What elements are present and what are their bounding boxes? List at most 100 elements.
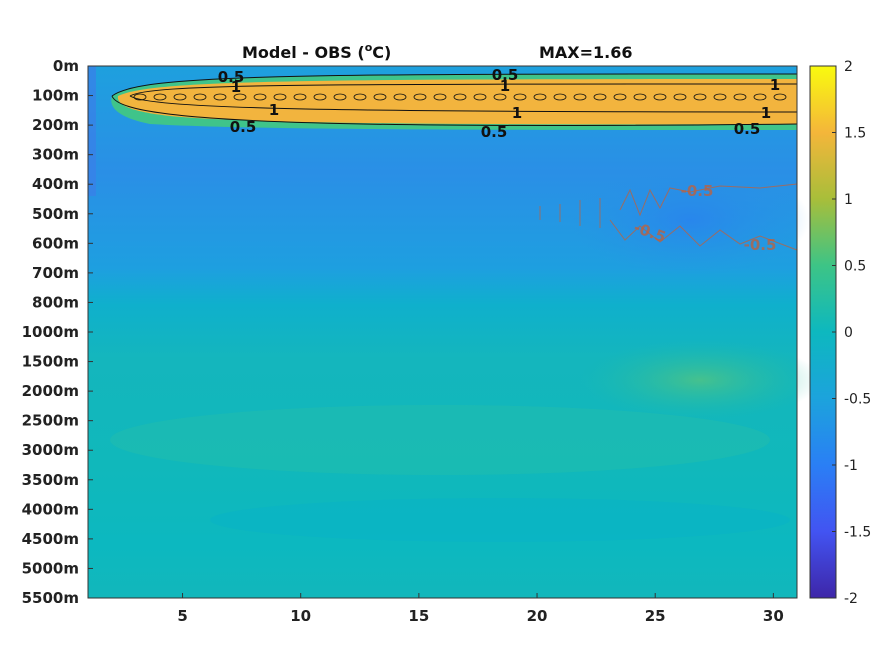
y-tick-label: 800m bbox=[32, 293, 79, 311]
colorbar-tick-label: -0.5 bbox=[844, 392, 871, 408]
colorbar-tick-label: 0.5 bbox=[844, 259, 866, 275]
contour-loop bbox=[613, 93, 627, 101]
contour-loop bbox=[193, 93, 207, 101]
y-tick-label: 400m bbox=[32, 175, 79, 193]
contour-loop bbox=[213, 93, 227, 101]
contour-label: 1 bbox=[269, 101, 279, 119]
y-tick-label: 4500m bbox=[22, 530, 79, 548]
contour-label: 0.5 bbox=[492, 66, 519, 84]
contour-label: 0.5 bbox=[230, 118, 257, 136]
y-tick-label: 1000m bbox=[22, 323, 79, 341]
contour-label: 1 bbox=[512, 104, 522, 122]
title-degree-sup: o bbox=[365, 41, 373, 54]
colorbar-tick-label: -1.5 bbox=[844, 525, 871, 541]
contour-label: 1 bbox=[770, 76, 780, 94]
contour-loop bbox=[153, 93, 167, 101]
warm-anomaly-patch bbox=[580, 340, 820, 420]
x-tick-label: 20 bbox=[527, 607, 548, 625]
contour-label: -0.5 bbox=[744, 236, 777, 254]
contour-loop bbox=[393, 93, 407, 101]
chart-title: Model - OBS (oC) bbox=[242, 41, 391, 62]
contour-1-inner-loops bbox=[133, 93, 787, 101]
contour-loop bbox=[573, 93, 587, 101]
x-tick-label: 10 bbox=[290, 607, 311, 625]
contour-loop bbox=[633, 93, 647, 101]
band-1-fill bbox=[117, 79, 798, 125]
contour-loop bbox=[513, 93, 527, 101]
contour-loop bbox=[133, 93, 147, 101]
contour-loop bbox=[753, 93, 767, 101]
left-edge-cool-patch bbox=[88, 66, 96, 196]
contour-minus-0.5-upper bbox=[619, 183, 798, 217]
contour-loop bbox=[333, 93, 347, 101]
y-tick-label: 1500m bbox=[22, 353, 79, 371]
colorbar-tick-label: 2 bbox=[844, 59, 853, 75]
x-tick-label: 30 bbox=[763, 607, 784, 625]
colorbar-tick-label: 1 bbox=[844, 192, 853, 208]
contour-loop bbox=[273, 93, 287, 101]
contour-loop bbox=[653, 93, 667, 101]
y-tick-label: 100m bbox=[32, 87, 79, 105]
cool-anomaly-patch bbox=[570, 165, 810, 275]
contour-loop bbox=[673, 93, 687, 101]
contour-loop bbox=[733, 93, 747, 101]
contour-label: 1 bbox=[500, 77, 510, 95]
contour-loop bbox=[713, 93, 727, 101]
x-tick-label: 25 bbox=[645, 607, 666, 625]
y-tick-label: 200m bbox=[32, 116, 79, 134]
contour-label: 0.5 bbox=[218, 68, 245, 86]
plot-area: 0.5 0.5 0.5 0.5 0.5 1 1 1 1 1 1 -0.5 -0.… bbox=[87, 65, 820, 599]
contour-label: 1 bbox=[231, 78, 241, 96]
contour-loop bbox=[313, 93, 327, 101]
contour-loop bbox=[293, 93, 307, 101]
title-unit: C) bbox=[372, 43, 391, 62]
title-main: Model - OBS ( bbox=[242, 43, 365, 62]
contour-loop bbox=[353, 93, 367, 101]
contour-loop bbox=[493, 93, 507, 101]
colorbar-tick-label: 0 bbox=[844, 325, 853, 341]
y-tick-label: 3000m bbox=[22, 441, 79, 459]
mid-depth-band bbox=[110, 405, 770, 475]
y-tick-label: 5500m bbox=[22, 589, 79, 607]
contour-loop bbox=[173, 93, 187, 101]
max-label: MAX=1.66 bbox=[539, 43, 633, 62]
y-tick-label: 5000m bbox=[22, 559, 79, 577]
y-tick-label: 600m bbox=[32, 234, 79, 252]
contour-loop bbox=[433, 93, 447, 101]
contour-loop bbox=[373, 93, 387, 101]
contour-minus-0.5-lower bbox=[609, 219, 798, 251]
x-tick-label: 5 bbox=[177, 607, 187, 625]
contour-1-upper bbox=[129, 83, 798, 97]
contour-loop bbox=[473, 93, 487, 101]
colorbar-tick-label: -1 bbox=[844, 458, 858, 474]
x-axis: 5 10 15 20 25 30 bbox=[177, 593, 784, 625]
contour-loop bbox=[693, 93, 707, 101]
contour-label: -0.5 bbox=[681, 182, 714, 200]
deep-cool-band bbox=[210, 498, 790, 542]
contour-1-lower bbox=[129, 95, 798, 113]
y-tick-label: 4000m bbox=[22, 500, 79, 518]
contour-0.5-upper bbox=[111, 73, 798, 97]
contour-loop bbox=[413, 93, 427, 101]
contour-loop bbox=[453, 93, 467, 101]
contour-label: 0.5 bbox=[481, 123, 508, 141]
contour-label: 1 bbox=[761, 104, 771, 122]
y-tick-label: 2500m bbox=[22, 412, 79, 430]
y-tick-label: 700m bbox=[32, 264, 79, 282]
contour-loop bbox=[253, 93, 267, 101]
y-tick-label: 2000m bbox=[22, 382, 79, 400]
colorbar-tick-label: 1.5 bbox=[844, 126, 866, 142]
colorbar: 2 1.5 1 0.5 0 -0.5 -1 -1.5 -2 bbox=[809, 59, 871, 607]
y-tick-label: 0m bbox=[53, 57, 79, 75]
contour-loop bbox=[773, 93, 787, 101]
colorbar-tick-label: -2 bbox=[844, 591, 858, 607]
contour-loop bbox=[233, 93, 247, 101]
x-tick-label: 15 bbox=[408, 607, 429, 625]
contour-loop bbox=[533, 93, 547, 101]
y-axis: 0m 100m 200m 300m 400m 500m 600m 700m 800m 1000m 1… bbox=[22, 57, 93, 607]
y-tick-label: 3500m bbox=[22, 471, 79, 489]
y-tick-label: 300m bbox=[32, 146, 79, 164]
contour-minus-0.5-fragments bbox=[539, 198, 601, 228]
contour-label: 0.5 bbox=[734, 120, 761, 138]
